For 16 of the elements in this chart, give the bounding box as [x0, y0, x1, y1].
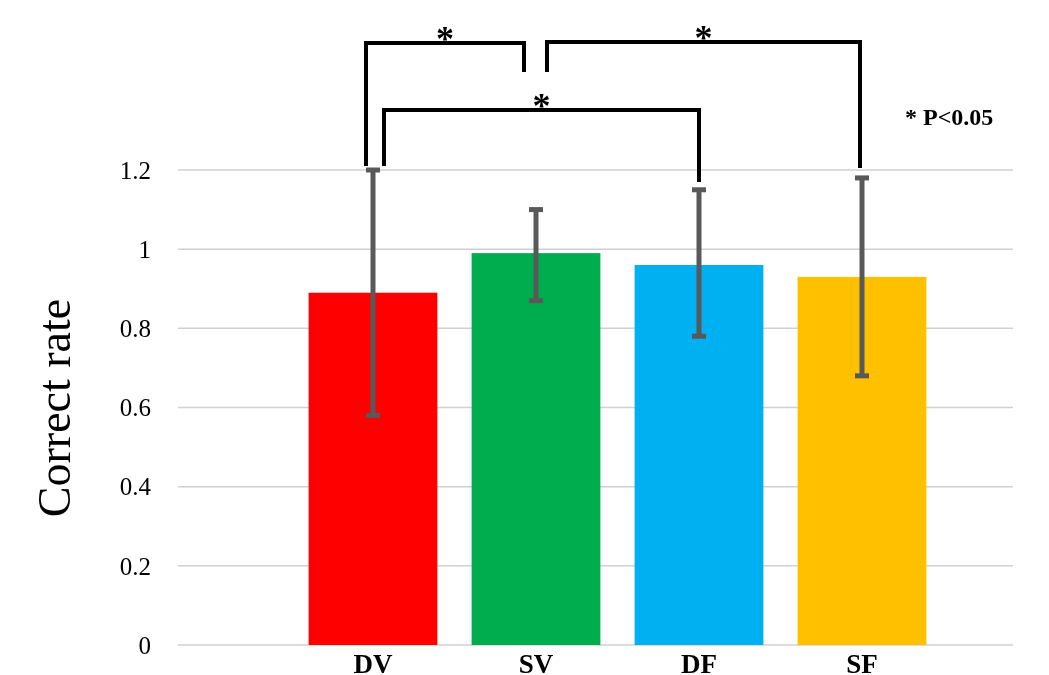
y-axis-title: Correct rate [29, 298, 80, 518]
text: * [532, 86, 551, 126]
text: * [694, 18, 713, 58]
x-tick-label: DV [353, 649, 393, 675]
text: * P<0.05 [905, 104, 994, 130]
text: * [436, 19, 454, 59]
y-tick-label: 0.4 [119, 473, 152, 501]
y-tick-label: 1 [138, 235, 151, 263]
y-tick-label: 0.6 [119, 394, 151, 422]
x-tick-label: DF [681, 649, 717, 675]
x-tick-label: SF [846, 649, 878, 675]
x-tick-label: SV [518, 649, 554, 675]
y-tick-label: 0 [138, 631, 151, 659]
y-tick-label: 0.8 [119, 315, 151, 343]
y-tick-label: 0.2 [119, 552, 151, 580]
y-tick-label: 1.2 [119, 156, 151, 184]
